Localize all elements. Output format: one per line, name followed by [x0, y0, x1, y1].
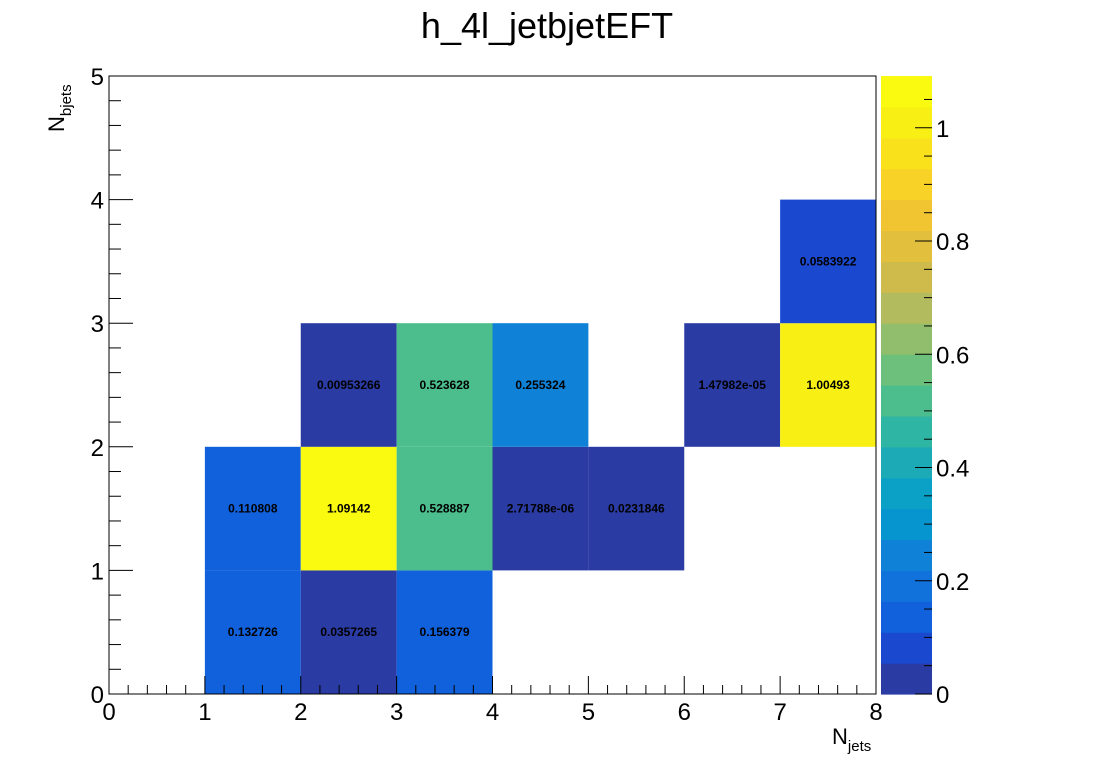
- color-scale-swatch: [881, 230, 932, 262]
- color-scale-axis: 0 0.2 0.4 0.6 0.8 1: [915, 98, 969, 709]
- cell-value-label: 1.00493: [806, 378, 850, 392]
- heatmap-cell: [684, 323, 781, 447]
- y-tick-label: 1: [91, 558, 104, 585]
- cell-value-label: 0.528887: [420, 502, 470, 516]
- heatmap-cell: [780, 199, 876, 324]
- heatmap-cell: [204, 570, 301, 694]
- color-scale-bar: [881, 76, 932, 695]
- y-tick-label: 3: [91, 311, 104, 338]
- cell-value-label: 0.0231846: [608, 502, 665, 516]
- cell-value-label: 0.523628: [420, 378, 470, 392]
- color-scale-swatch: [881, 415, 932, 448]
- chart-title: h_4l_jetbjetEFT: [421, 5, 673, 46]
- y-tick-label: 4: [91, 188, 104, 215]
- cell-value-label: 0.255324: [515, 378, 565, 392]
- heatmap-cell: [300, 323, 397, 447]
- heatmap-cell: [780, 323, 876, 447]
- heatmap-cell: [588, 446, 685, 571]
- x-tick-label: 3: [390, 699, 403, 726]
- cell-value-label: 0.0357265: [320, 625, 377, 639]
- cell-value-label: 0.132726: [228, 625, 278, 639]
- heatmap-cell: [300, 446, 397, 571]
- color-scale-swatch: [881, 354, 932, 386]
- color-scale-swatch: [881, 106, 932, 139]
- cell-value-label: 2.71788e-06: [507, 502, 575, 516]
- x-tick-label: 8: [869, 699, 882, 726]
- color-scale-swatch: [881, 601, 932, 633]
- heatmap-cells: [204, 199, 876, 694]
- color-scale-swatch: [881, 539, 932, 571]
- cell-value-labels: 0.132726 0.0357265 0.156379 0.110808 1.09142…: [228, 254, 857, 639]
- color-scale-tick-label: 0.6: [936, 342, 969, 369]
- heatmap-cell: [492, 446, 589, 571]
- color-scale-tick-label: 0: [936, 682, 949, 709]
- color-scale-tick-label: 0.4: [936, 456, 969, 483]
- color-scale-swatch: [881, 385, 932, 417]
- x-tick-label: 5: [582, 699, 595, 726]
- color-scale-swatch: [881, 570, 932, 602]
- cell-value-label: 1.47982e-05: [698, 378, 766, 392]
- x-tick-label: 0: [102, 699, 115, 726]
- y-tick-label: 0: [91, 682, 104, 709]
- color-scale-swatch: [881, 663, 932, 695]
- y-axis: 0 1 2 3 4 5: [91, 64, 133, 709]
- color-scale-swatch: [881, 446, 932, 479]
- heatmap-cell: [204, 446, 301, 571]
- color-scale-swatch: [881, 137, 932, 170]
- color-scale-swatch: [881, 477, 932, 510]
- color-scale-swatch: [881, 168, 932, 201]
- y-tick-label: 2: [91, 435, 104, 462]
- cell-value-label: 0.00953266: [317, 378, 381, 392]
- x-tick-label: 1: [198, 699, 211, 726]
- cell-value-label: 0.156379: [420, 625, 470, 639]
- color-scale-swatch: [881, 76, 932, 108]
- y-tick-label: 5: [91, 64, 104, 91]
- x-tick-label: 6: [678, 699, 691, 726]
- cell-value-label: 1.09142: [327, 502, 371, 516]
- y-axis-label: Nbjets: [44, 84, 75, 132]
- color-scale-tick-label: 1: [936, 116, 949, 143]
- color-scale-swatch: [881, 261, 932, 293]
- color-scale-tick-label: 0.2: [936, 569, 969, 596]
- cell-value-label: 0.0583922: [800, 254, 857, 268]
- cell-value-label: 0.110808: [228, 502, 278, 516]
- x-tick-label: 2: [294, 699, 307, 726]
- x-tick-label: 4: [486, 699, 499, 726]
- color-scale-swatch: [881, 632, 932, 664]
- color-scale-swatch: [881, 199, 932, 232]
- x-tick-label: 7: [773, 699, 786, 726]
- heatmap-cell: [492, 323, 589, 447]
- color-scale-swatch: [881, 323, 932, 355]
- heatmap-cell: [396, 323, 493, 447]
- x-axis-label: Njets: [832, 724, 871, 755]
- heatmap-cell: [396, 446, 493, 571]
- color-scale-tick-label: 0.8: [936, 229, 969, 256]
- color-scale-swatch: [881, 508, 932, 541]
- x-axis: 0 1 2 3 4 5 6 7 8: [102, 676, 883, 726]
- heatmap-cell: [396, 570, 493, 694]
- heatmap-cell: [300, 570, 397, 694]
- color-scale-swatch: [881, 292, 932, 324]
